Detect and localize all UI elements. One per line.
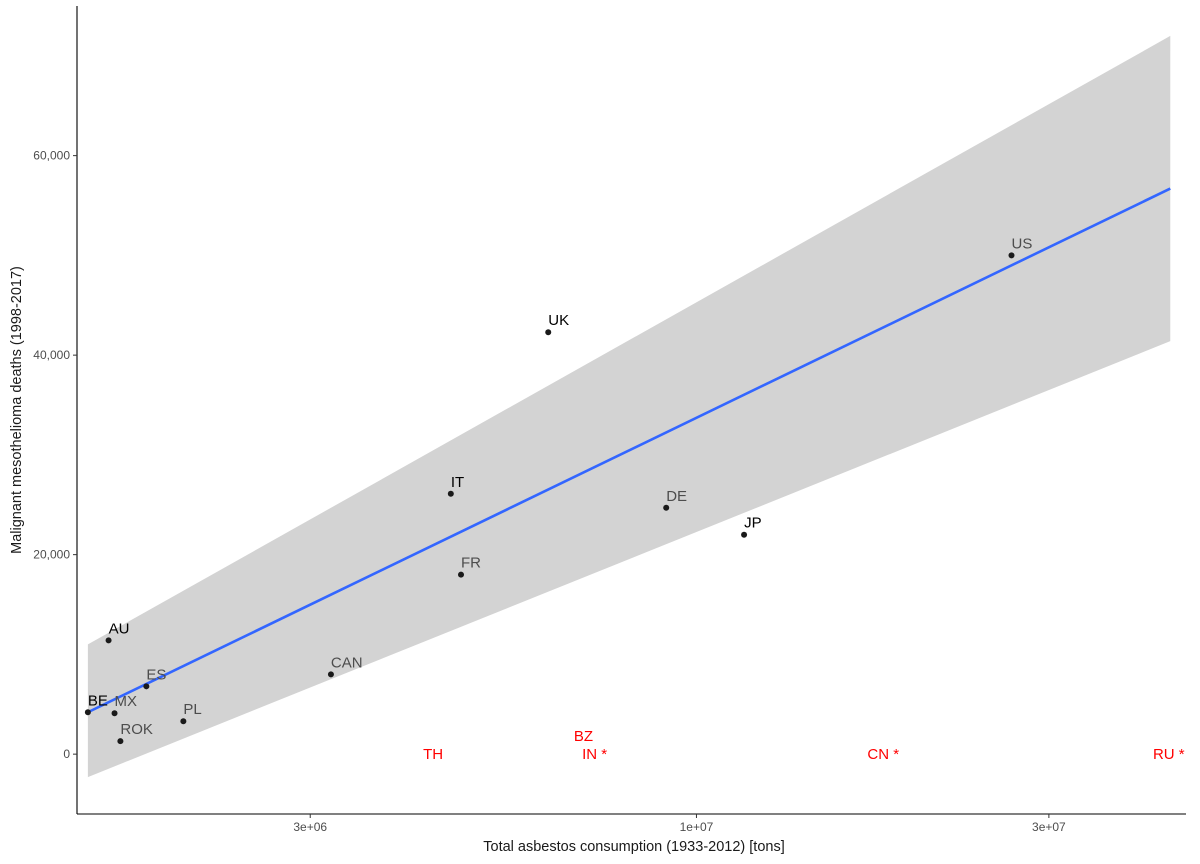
- x-axis-title: Total asbestos consumption (1933-2012) […: [483, 839, 784, 855]
- data-point: [111, 710, 118, 717]
- annotation-label: BZ: [574, 728, 593, 745]
- data-point: [327, 671, 334, 678]
- point-label: CAN: [331, 654, 363, 671]
- data-point: [458, 571, 465, 578]
- data-point: [180, 718, 187, 725]
- confidence-band: [87, 35, 1171, 778]
- data-point: [117, 738, 124, 745]
- regression-line-layer: [87, 187, 1171, 714]
- data-point: [84, 709, 91, 716]
- data-point: [105, 637, 112, 644]
- point-label: US: [1011, 235, 1032, 252]
- x-tick-label: 3e+06: [293, 820, 327, 834]
- annotation-label: TH: [423, 746, 443, 763]
- data-point: [143, 683, 150, 690]
- regression-line: [87, 187, 1171, 714]
- data-point: [1008, 252, 1015, 259]
- annotation-label: CN *: [867, 746, 899, 763]
- data-point: [741, 531, 748, 538]
- axes: [76, 6, 1186, 815]
- point-label: DE: [666, 488, 687, 505]
- point-label: UK: [548, 312, 569, 329]
- y-tick-label: 0: [63, 747, 70, 761]
- x-tick-label: 3e+07: [1032, 820, 1066, 834]
- data-point: [545, 329, 552, 336]
- point-label: FR: [461, 555, 481, 572]
- data-points-layer: [84, 252, 1015, 745]
- x-tick-label: 1e+07: [680, 820, 714, 834]
- point-label: IT: [451, 474, 464, 491]
- point-label: MX: [115, 693, 138, 710]
- annotation-label: RU *: [1153, 746, 1185, 763]
- point-label: AU: [109, 620, 130, 637]
- y-tick-label: 40,000: [33, 348, 70, 362]
- data-point: [663, 504, 670, 511]
- point-label: ROK: [120, 721, 153, 738]
- point-label: BE: [88, 692, 108, 709]
- annotation-label: IN *: [582, 746, 607, 763]
- point-label: ES: [146, 666, 166, 683]
- y-tick-label: 20,000: [33, 548, 70, 562]
- y-tick-label: 60,000: [33, 149, 70, 163]
- confidence-band-layer: [87, 35, 1171, 778]
- point-label: JP: [744, 515, 762, 532]
- ticks: 3e+06 1e+07 3e+07 0 20,000 40,000 60,000: [33, 149, 1066, 834]
- data-point: [447, 490, 454, 497]
- point-label: PL: [183, 701, 201, 718]
- y-axis-title: Malignant mesothelioma deaths (1998-2017…: [9, 266, 25, 554]
